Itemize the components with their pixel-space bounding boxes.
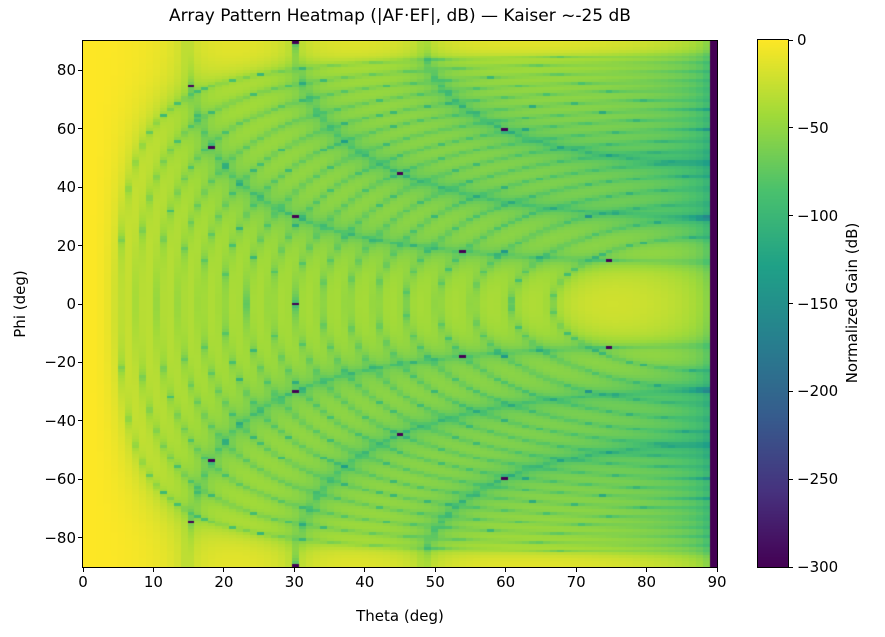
y-tick-label: 60 [56,119,76,138]
x-tick-mark [646,568,648,572]
colorbar-tick-mark [789,390,793,392]
y-tick-mark [78,478,82,480]
y-tick-label: −80 [44,528,76,547]
colorbar-tick-mark [789,39,793,41]
x-tick-mark [152,568,154,572]
x-tick-mark [716,568,718,572]
y-tick-label: −20 [44,353,76,372]
x-tick-label: 90 [707,573,727,591]
y-tick-mark [78,128,82,130]
y-tick-mark [78,361,82,363]
x-tick-label: 80 [637,573,657,591]
y-tick-label: −60 [44,470,76,489]
x-tick-label: 50 [425,573,445,591]
x-tick-label: 20 [214,573,234,591]
x-tick-mark [505,568,507,572]
colorbar-tick-label: −250 [797,470,839,489]
x-tick-label: 70 [566,573,586,591]
y-tick-label: 0 [66,295,76,313]
colorbar-tick-mark [789,127,793,129]
x-tick-mark [293,568,295,572]
colorbar-tick-mark [789,566,793,568]
colorbar-tick-label: 0 [797,31,807,49]
x-tick-mark [575,568,577,572]
x-tick-mark [82,568,84,572]
y-tick-mark [78,537,82,539]
chart-title: Array Pattern Heatmap (|AF·EF|, dB) — Ka… [169,6,631,26]
y-tick-mark [78,420,82,422]
colorbar-gradient [758,40,788,567]
colorbar-tick-label: −50 [797,118,829,137]
colorbar-tick-label: −150 [797,294,839,313]
x-tick-label: 30 [284,573,304,591]
x-tick-label: 40 [355,573,375,591]
colorbar-tick-label: −300 [797,558,839,576]
heatmap-image [83,41,717,567]
x-tick-mark [364,568,366,572]
colorbar-tick-label: −200 [797,382,839,401]
y-tick-mark [78,186,82,188]
x-axis-label: Theta (deg) [356,607,444,625]
x-tick-label: 0 [78,573,88,591]
y-axis-label: Phi (deg) [11,270,29,338]
colorbar-tick-mark [789,303,793,304]
colorbar-tick-mark [789,215,793,217]
x-tick-mark [434,568,436,572]
y-tick-label: −40 [44,411,76,430]
y-tick-mark [78,69,82,71]
y-tick-label: 20 [56,236,76,255]
colorbar-tick-mark [789,478,793,480]
y-tick-label: 40 [56,178,76,197]
x-tick-mark [223,568,225,572]
y-tick-label: 80 [56,61,76,80]
x-tick-label: 10 [143,573,163,591]
colorbar-tick-label: −100 [797,206,839,225]
y-tick-mark [78,303,82,305]
y-tick-mark [78,245,82,247]
colorbar-label: Normalized Gain (dB) [843,222,861,384]
x-tick-label: 60 [496,573,516,591]
